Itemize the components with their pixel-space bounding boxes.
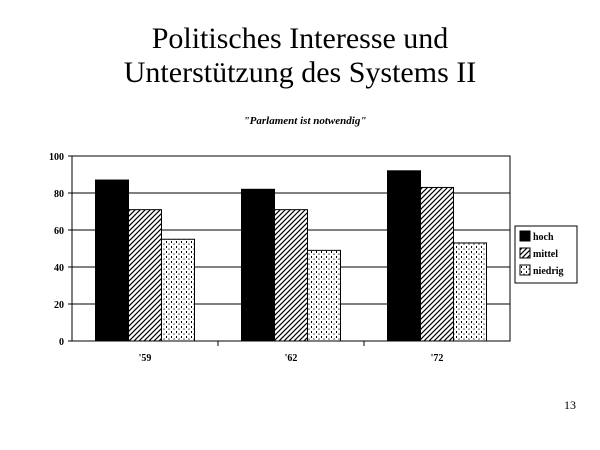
chart-title: "Parlament ist notwendig": [244, 115, 367, 127]
y-tick-label: 60: [54, 226, 64, 237]
y-tick-label: 100: [49, 152, 64, 163]
bar-mittel-0: [128, 209, 162, 342]
x-tick-label: '59: [139, 353, 152, 364]
legend-swatch-niedrig: [519, 264, 531, 276]
y-tick-label: 40: [54, 263, 64, 274]
bar-mittel-2: [420, 186, 454, 342]
legend-label-niedrig: niedrig: [533, 266, 564, 277]
bar-niedrig-0: [161, 238, 195, 342]
y-tick-label: 80: [54, 189, 64, 200]
y-tick-label: 20: [54, 300, 64, 311]
legend-swatch-hoch: [519, 230, 531, 242]
bar-hoch-2: [387, 170, 421, 342]
slide-title-line-2: Unterstützung des Systems II: [123, 56, 477, 89]
legend-label-hoch: hoch: [533, 232, 554, 243]
y-tick-label: 0: [59, 337, 64, 348]
page-number: 13: [564, 398, 576, 412]
bar-hoch-0: [95, 179, 129, 342]
legend-label-mittel: mittel: [533, 249, 558, 260]
x-tick-label: '62: [285, 353, 298, 364]
bar-hoch-1: [241, 188, 275, 342]
slide-title: Politisches Interesse und Unterstützung …: [0, 22, 600, 90]
bar-niedrig-1: [307, 249, 341, 342]
x-tick-label: '72: [431, 353, 444, 364]
slide-title-line-1: Politisches Interesse und: [151, 22, 449, 55]
legend-swatch-mittel: [519, 247, 531, 259]
bar-mittel-1: [274, 209, 308, 342]
bar-niedrig-2: [453, 242, 487, 342]
